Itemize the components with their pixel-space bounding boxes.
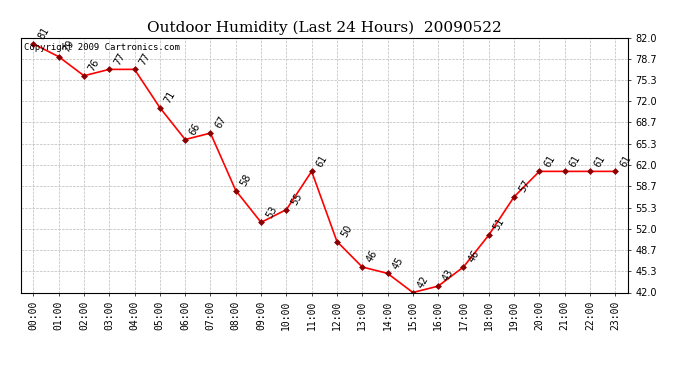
Text: Copyright 2009 Cartronics.com: Copyright 2009 Cartronics.com — [23, 43, 179, 52]
Text: 58: 58 — [239, 172, 253, 188]
Text: 61: 61 — [593, 153, 607, 169]
Title: Outdoor Humidity (Last 24 Hours)  20090522: Outdoor Humidity (Last 24 Hours) 2009052… — [147, 21, 502, 35]
Text: 57: 57 — [517, 178, 532, 194]
Text: 77: 77 — [137, 51, 152, 67]
Text: 61: 61 — [542, 153, 557, 169]
Text: 66: 66 — [188, 121, 203, 137]
Text: 81: 81 — [36, 26, 51, 41]
Text: 43: 43 — [441, 268, 455, 284]
Text: 53: 53 — [264, 204, 279, 220]
Text: 71: 71 — [163, 89, 177, 105]
Text: 42: 42 — [415, 274, 431, 290]
Text: 46: 46 — [365, 249, 380, 264]
Text: 61: 61 — [315, 153, 329, 169]
Text: 46: 46 — [466, 249, 481, 264]
Text: 76: 76 — [87, 57, 101, 73]
Text: 61: 61 — [618, 153, 633, 169]
Text: 55: 55 — [289, 191, 304, 207]
Text: 77: 77 — [112, 51, 127, 67]
Text: 50: 50 — [339, 223, 355, 239]
Text: 51: 51 — [491, 217, 506, 232]
Text: 45: 45 — [391, 255, 405, 271]
Text: 79: 79 — [61, 38, 77, 54]
Text: 67: 67 — [213, 115, 228, 130]
Text: 61: 61 — [567, 153, 582, 169]
